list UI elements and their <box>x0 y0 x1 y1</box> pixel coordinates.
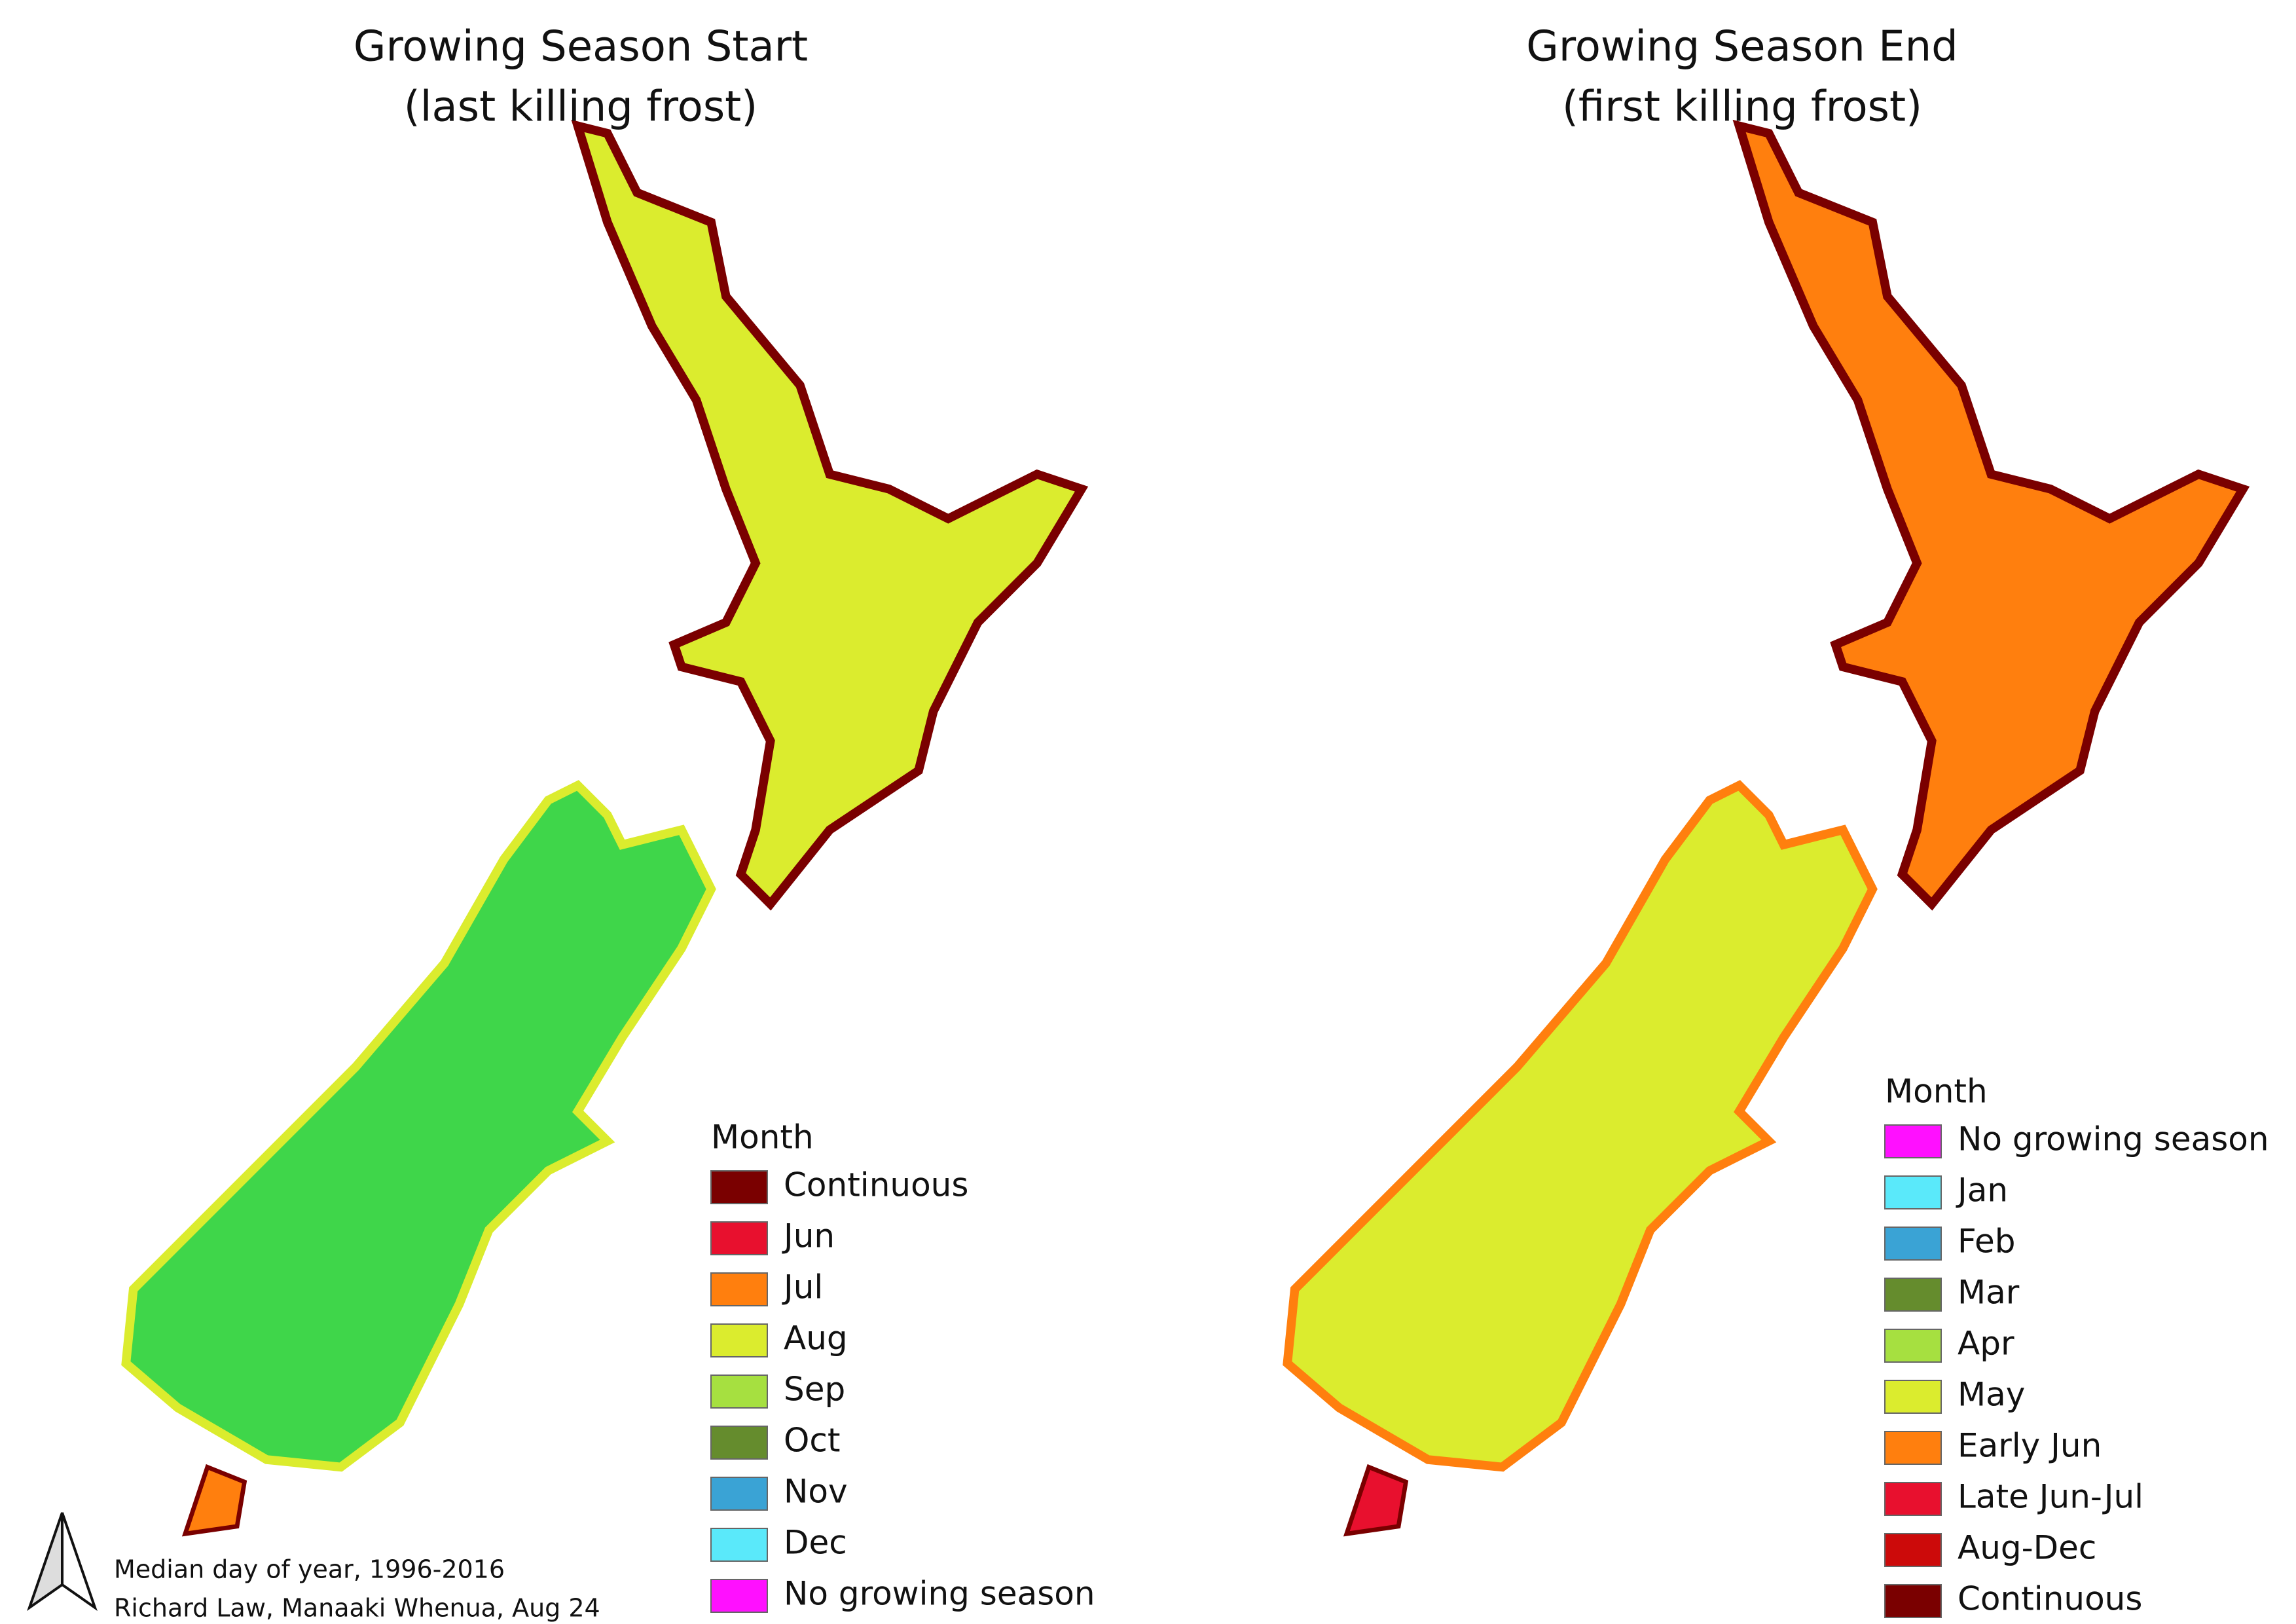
legend-swatch <box>710 1170 768 1204</box>
legend-label: May <box>1958 1376 2025 1414</box>
legend-label: Aug <box>784 1320 848 1357</box>
map-title: (last killing frost) <box>404 83 757 132</box>
footer-note: Median day of year, 1996-2016 <box>114 1555 505 1584</box>
footer-note: Richard Law, Manaaki Whenua, Aug 24 <box>114 1594 600 1623</box>
legend-label: Continuous <box>784 1166 968 1204</box>
legend-swatch <box>1884 1482 1942 1516</box>
map-title: Growing Season End <box>1526 23 1958 71</box>
legend-swatch <box>1884 1533 1942 1567</box>
legend-label: Late Jun-Jul <box>1958 1478 2143 1516</box>
legend-swatch <box>710 1477 768 1511</box>
legend-label: Sep <box>784 1371 845 1409</box>
legend-swatch <box>1884 1431 1942 1465</box>
legend-label: Mar <box>1958 1274 2020 1312</box>
legend-swatch <box>1884 1227 1942 1261</box>
legend-swatch <box>710 1375 768 1409</box>
legend-label: Jun <box>782 1217 835 1255</box>
legend-label: Nov <box>784 1473 848 1511</box>
legend-title: Month <box>711 1118 814 1156</box>
legend-swatch <box>1884 1175 1942 1209</box>
legend-label: Jul <box>782 1268 823 1306</box>
map-title: (first killing frost) <box>1562 83 1922 132</box>
map-end <box>1287 126 2243 1534</box>
legend-label: Continuous <box>1958 1580 2142 1618</box>
legend-label: Feb <box>1958 1223 2016 1261</box>
legend-swatch <box>710 1528 768 1562</box>
legend-swatch <box>1884 1380 1942 1414</box>
legend-label: Jan <box>1956 1172 2008 1209</box>
legend-swatch <box>710 1221 768 1255</box>
legend-label: No growing season <box>1958 1120 2269 1158</box>
legend-title: Month <box>1885 1073 1988 1111</box>
legend-swatch <box>710 1426 768 1460</box>
legend-swatch <box>1884 1329 1942 1363</box>
map-start <box>126 126 1082 1534</box>
legend-swatch <box>1884 1124 1942 1158</box>
map-title: Growing Season Start <box>354 23 808 71</box>
legend-label: Oct <box>784 1422 840 1460</box>
legend-swatch <box>1884 1584 1942 1618</box>
legend-label: Dec <box>784 1524 847 1562</box>
legend-swatch <box>1884 1278 1942 1312</box>
legend-swatch <box>710 1272 768 1306</box>
legend-swatch <box>710 1579 768 1613</box>
legend-label: Aug-Dec <box>1958 1529 2096 1567</box>
legend-label: Early Jun <box>1958 1427 2102 1465</box>
legend-swatch <box>710 1323 768 1357</box>
legend-label: No growing season <box>784 1575 1095 1613</box>
legend-label: Apr <box>1958 1325 2014 1363</box>
north-arrow <box>27 1512 98 1612</box>
